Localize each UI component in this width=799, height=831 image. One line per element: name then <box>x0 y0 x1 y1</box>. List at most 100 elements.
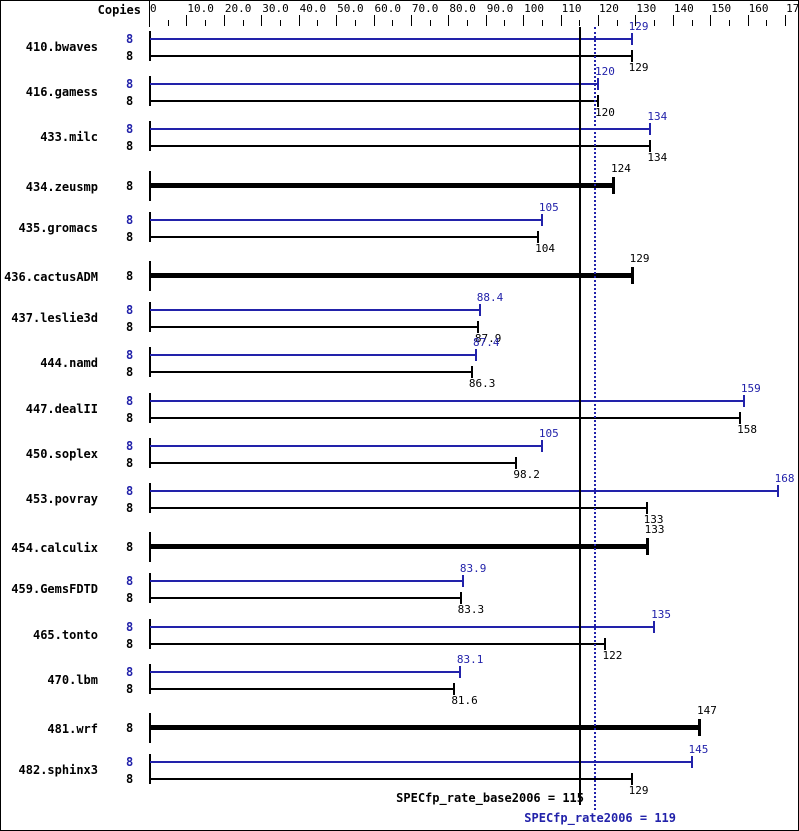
axis-major-tick <box>486 15 487 26</box>
base-bar-cap <box>515 456 518 469</box>
copies-value-base: 8 <box>126 636 134 651</box>
merged-bar-cap <box>630 267 634 284</box>
base-bar <box>150 461 517 464</box>
copies-value-base: 8 <box>126 772 134 787</box>
axis-minor-tick <box>205 20 206 26</box>
peak-bar <box>150 670 460 673</box>
row-axis-stub <box>149 663 151 694</box>
benchmark-row: 410.bwaves 8 8 129 129 <box>1 20 798 74</box>
benchmark-name-label: 459.GemsFDTD <box>11 582 98 597</box>
axis-minor-tick <box>766 20 767 26</box>
peak-bar <box>150 309 480 312</box>
base-bar <box>150 371 472 374</box>
peak-bar-cap <box>461 575 464 588</box>
axis-major-tick <box>448 15 449 26</box>
copies-value-peak: 8 <box>126 619 134 634</box>
benchmark-row: 482.sphinx3 8 8 145 129 <box>1 743 798 797</box>
axis-tick-label: 100 <box>524 2 545 15</box>
base-bar-cap <box>604 637 607 650</box>
benchmark-name-label: 454.calculix <box>11 541 98 556</box>
base-bar <box>150 687 455 690</box>
axis-major-tick <box>635 15 636 26</box>
peak-bar <box>150 580 463 583</box>
peak-value-label: 134 <box>647 110 668 124</box>
row-axis-stub <box>149 483 151 513</box>
peak-bar-cap <box>690 756 693 769</box>
peak-value-label: 105 <box>538 200 559 214</box>
axis-major-tick <box>336 15 337 26</box>
base-value-label: 104 <box>535 241 555 255</box>
axis-minor-tick <box>430 20 431 26</box>
merged-bar-value: 147 <box>697 704 717 717</box>
peak-value-label: 88.4 <box>476 291 504 305</box>
base-bar <box>150 235 539 238</box>
reference-line-base <box>579 27 581 805</box>
benchmark-row: 436.cactusADM 8 129 <box>1 252 798 298</box>
copies-value-peak: 8 <box>126 664 134 679</box>
copies-value-base: 8 <box>126 681 134 696</box>
copies-value: 8 <box>126 178 134 193</box>
copies-value-peak: 8 <box>126 77 134 92</box>
peak-bar-cap <box>649 123 652 136</box>
row-axis-stub <box>149 121 151 152</box>
copies-value-peak: 8 <box>126 32 134 46</box>
base-bar <box>150 100 598 103</box>
benchmark-row: 454.calculix 8 133 <box>1 523 798 569</box>
axis-tick-label: 0 <box>150 2 157 15</box>
axis-minor-tick <box>579 20 580 26</box>
base-value-label: 158 <box>737 422 758 436</box>
peak-bar <box>150 354 477 357</box>
peak-value-label: 83.1 <box>456 652 484 666</box>
row-axis-stub <box>149 31 151 61</box>
axis-major-tick <box>710 15 711 26</box>
merged-bar <box>150 273 632 278</box>
axis-major-tick <box>748 15 749 26</box>
base-bar <box>150 778 632 781</box>
benchmark-row: 437.leslie3d 8 8 88.4 87.9 <box>1 291 798 345</box>
peak-value-label: 135 <box>651 607 671 621</box>
base-bar <box>150 55 632 57</box>
benchmark-name-label: 410.bwaves <box>25 40 98 54</box>
benchmark-name-label: 482.sphinx3 <box>18 763 98 778</box>
row-axis-stub <box>149 437 151 468</box>
benchmark-row: 459.GemsFDTD 8 8 83.9 83.3 <box>1 562 798 616</box>
peak-value-label: 120 <box>595 65 615 79</box>
benchmark-name-label: 450.soplex <box>25 446 98 461</box>
benchmark-row: 416.gamess 8 8 120 120 <box>1 65 798 119</box>
copies-value-peak: 8 <box>126 393 134 408</box>
axis-minor-tick <box>504 20 505 26</box>
peak-bar-cap <box>458 665 461 678</box>
merged-bar <box>150 544 647 550</box>
row-axis-stub <box>149 76 151 107</box>
base-bar <box>150 642 606 645</box>
axis-major-tick <box>411 15 412 26</box>
peak-value-label: 129 <box>628 20 649 33</box>
benchmark-row: 453.povray 8 8 168 133 <box>1 472 798 526</box>
footer-peak-label: SPECfp_rate2006 = 119 <box>524 811 676 825</box>
merged-bar-cap <box>645 538 649 556</box>
benchmark-row: 433.milc 8 8 134 134 <box>1 110 798 164</box>
copies-value-base: 8 <box>126 410 134 425</box>
axis-minor-tick <box>692 20 693 26</box>
axis-tick-label: 20.0 <box>224 2 252 15</box>
base-bar-cap <box>476 321 479 334</box>
peak-bar-cap <box>540 439 543 452</box>
footer-base-label: SPECfp_rate_base2006 = 115 <box>396 791 584 805</box>
peak-bar-cap <box>540 213 543 226</box>
copies-value-base: 8 <box>126 365 134 380</box>
base-value-label: 86.3 <box>468 377 496 391</box>
axis-tick-label: 130 <box>636 2 657 15</box>
base-bar-cap <box>645 502 648 514</box>
row-axis-stub <box>149 347 151 378</box>
base-bar <box>150 597 461 600</box>
row-axis-stub <box>149 754 151 785</box>
row-axis-stub <box>149 618 151 649</box>
benchmark-row: 465.tonto 8 8 135 122 <box>1 608 798 662</box>
benchmark-name-label: 453.povray <box>25 492 98 506</box>
benchmark-name-label: 481.wrf <box>47 722 98 736</box>
copies-value-peak: 8 <box>126 348 134 363</box>
copies-value: 8 <box>126 721 134 735</box>
copies-value-base: 8 <box>126 49 134 63</box>
axis-major-tick <box>598 15 599 26</box>
benchmark-name-label: 465.tonto <box>32 627 98 642</box>
